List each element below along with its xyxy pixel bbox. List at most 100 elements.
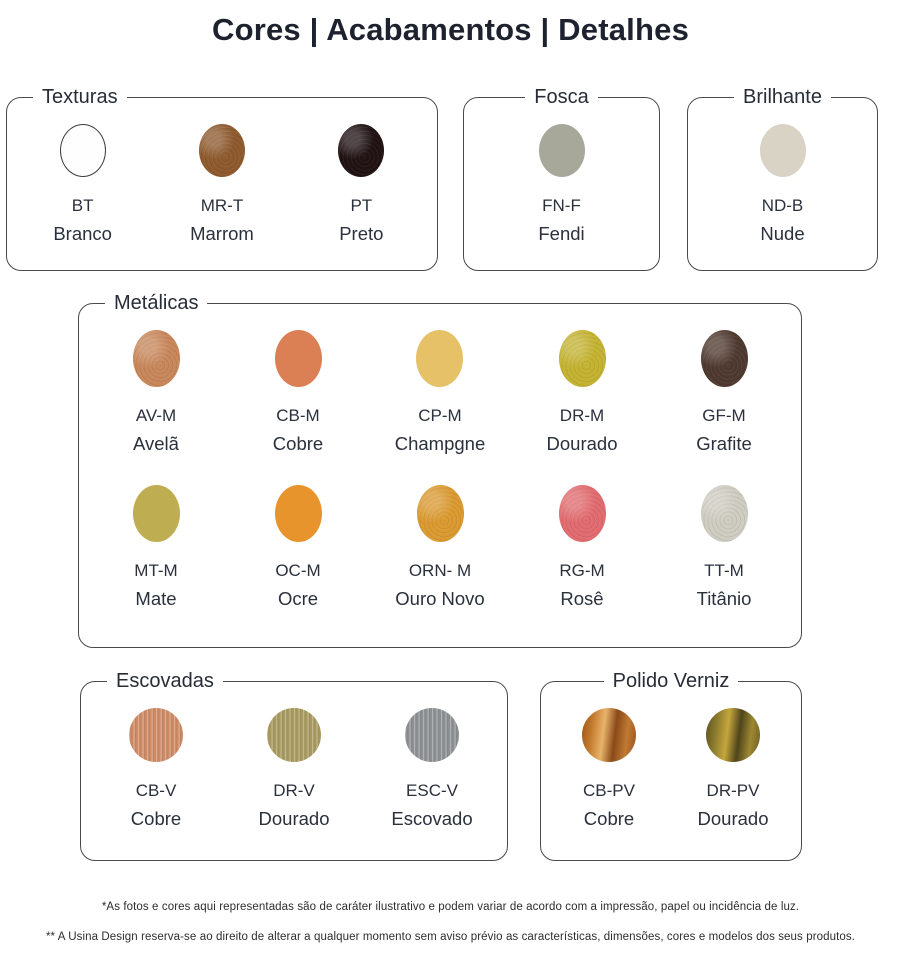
swatch-code: DR-V (273, 781, 315, 800)
swatch: RG-M Rosê (537, 485, 627, 610)
swatch: OC-M Ocre (253, 485, 343, 610)
swatch: ND-B Nude (738, 124, 828, 245)
swatch: DR-M Dourado (537, 330, 627, 455)
color-swatch-circle (129, 708, 183, 762)
section-polido-verniz-label: Polido Verniz (612, 670, 730, 692)
color-swatch-circle (59, 124, 106, 177)
swatch-code: ND-B (761, 196, 804, 215)
swatch: ORN- M Ouro Novo (395, 485, 485, 610)
swatch: DR-PV Dourado (688, 708, 778, 830)
swatch-name: Fendi (538, 223, 585, 244)
swatch-code: CP-M (418, 406, 462, 425)
swatch-code: MT-M (134, 561, 178, 580)
color-swatch-circle (416, 485, 464, 542)
footnote-rights: ** A Usina Design reserva-se ao direito … (45, 931, 856, 943)
swatch-code: BT (71, 196, 94, 215)
color-swatch-circle (274, 485, 322, 542)
section-brilhante: Brilhante ND-B Nude (687, 86, 878, 271)
swatch-code: CB-M (276, 406, 320, 425)
swatch-name: Dourado (258, 808, 330, 829)
swatch-name: Escovado (391, 808, 473, 829)
section-texturas-label: Texturas (42, 86, 118, 108)
swatch-code: PT (350, 196, 373, 215)
swatch-code: DR-PV (706, 781, 760, 800)
swatch-code: MR-T (200, 196, 244, 215)
swatch-name: Branco (53, 223, 112, 244)
color-swatch-circle (700, 330, 748, 387)
texturas-swatch-row: BT Branco MR-T Marrom PT Preto (13, 124, 431, 245)
section-escovadas: Escovadas CB-V Cobre DR-V Dourado ESC-V … (80, 670, 508, 861)
swatch-name: Preto (339, 223, 384, 244)
color-swatch-circle (274, 330, 322, 387)
section-escovadas-label: Escovadas (116, 670, 214, 692)
swatch-name: Cobre (272, 433, 324, 454)
swatch-code: GF-M (702, 406, 746, 425)
swatch: ESC-V Escovado (387, 708, 477, 830)
swatch: DR-V Dourado (249, 708, 339, 830)
swatch-name: Nude (760, 223, 805, 244)
section-fosca: Fosca FN-F Fendi (463, 86, 660, 271)
swatch-code: FN-F (542, 196, 581, 215)
swatch-code: DR-M (559, 406, 605, 425)
swatch-name: Dourado (697, 808, 769, 829)
swatch-code: OC-M (275, 561, 321, 580)
brilhante-swatch-row: ND-B Nude (694, 124, 871, 245)
swatch: MR-T Marrom (177, 124, 267, 245)
swatch-name: Grafite (696, 433, 752, 454)
section-brilhante-label: Brilhante (743, 86, 822, 108)
page-title: Cores | Acabamentos | Detalhes (211, 12, 690, 47)
swatch: GF-M Grafite (679, 330, 769, 455)
color-swatch-circle (558, 485, 606, 542)
fosca-swatch-row: FN-F Fendi (470, 124, 653, 245)
swatch-code: ORN- M (408, 561, 472, 580)
section-metalicas: Metálicas AV-M Avelã CB-M Cobre CP-M Cha… (78, 292, 802, 648)
swatch: BT Branco (38, 124, 128, 245)
swatch-code: AV-M (135, 406, 177, 425)
swatch-name: Rosê (560, 588, 604, 609)
swatch: FN-F Fendi (517, 124, 607, 245)
swatch: CP-M Champgne (394, 330, 486, 455)
swatch-name: Marrom (190, 223, 254, 244)
swatch-code: ESC-V (406, 781, 458, 800)
color-swatch-circle (267, 708, 321, 762)
color-swatch-circle (582, 708, 636, 762)
color-swatch-circle (198, 124, 245, 177)
swatch-code: CB-PV (583, 781, 635, 800)
swatch: CB-PV Cobre (564, 708, 654, 830)
section-fosca-label: Fosca (534, 86, 589, 108)
swatch: TT-M Titânio (679, 485, 769, 610)
polido-verniz-swatch-row: CB-PV Cobre DR-PV Dourado (547, 708, 795, 830)
color-swatch-circle (416, 330, 464, 387)
swatch-code: RG-M (559, 561, 605, 580)
section-metalicas-label: Metálicas (114, 292, 199, 314)
swatch-code: CB-V (135, 781, 177, 800)
color-swatch-circle (405, 708, 459, 762)
swatch-name: Mate (135, 588, 177, 609)
swatch-name: Dourado (546, 433, 618, 454)
swatch: MT-M Mate (111, 485, 201, 610)
color-swatch-circle (706, 708, 760, 762)
swatch-name: Cobre (130, 808, 182, 829)
swatch-name: Cobre (583, 808, 635, 829)
color-swatch-circle (759, 124, 806, 177)
color-swatch-circle (338, 124, 385, 177)
swatch-code: TT-M (704, 561, 744, 580)
swatch-name: Avelã (133, 433, 179, 454)
swatch-name: Champgne (394, 433, 486, 454)
swatch: CB-V Cobre (111, 708, 201, 830)
swatch-name: Ouro Novo (395, 588, 485, 609)
color-swatch-circle (538, 124, 585, 177)
swatch-name: Ocre (277, 588, 319, 609)
color-swatch-circle (700, 485, 748, 542)
escovadas-swatch-row: CB-V Cobre DR-V Dourado ESC-V Escovado (87, 708, 501, 830)
metalicas-swatch-grid: AV-M Avelã CB-M Cobre CP-M Champgne DR-M… (85, 330, 795, 610)
swatch-name: Titânio (696, 588, 752, 609)
section-polido-verniz: Polido Verniz CB-PV Cobre DR-PV Dourado (540, 670, 802, 861)
swatch: PT Preto (316, 124, 406, 245)
swatch: CB-M Cobre (253, 330, 343, 455)
swatch: AV-M Avelã (111, 330, 201, 455)
section-texturas: Texturas BT Branco MR-T Marrom PT Preto (6, 86, 438, 271)
color-swatch-circle (132, 330, 180, 387)
color-swatch-circle (132, 485, 180, 542)
